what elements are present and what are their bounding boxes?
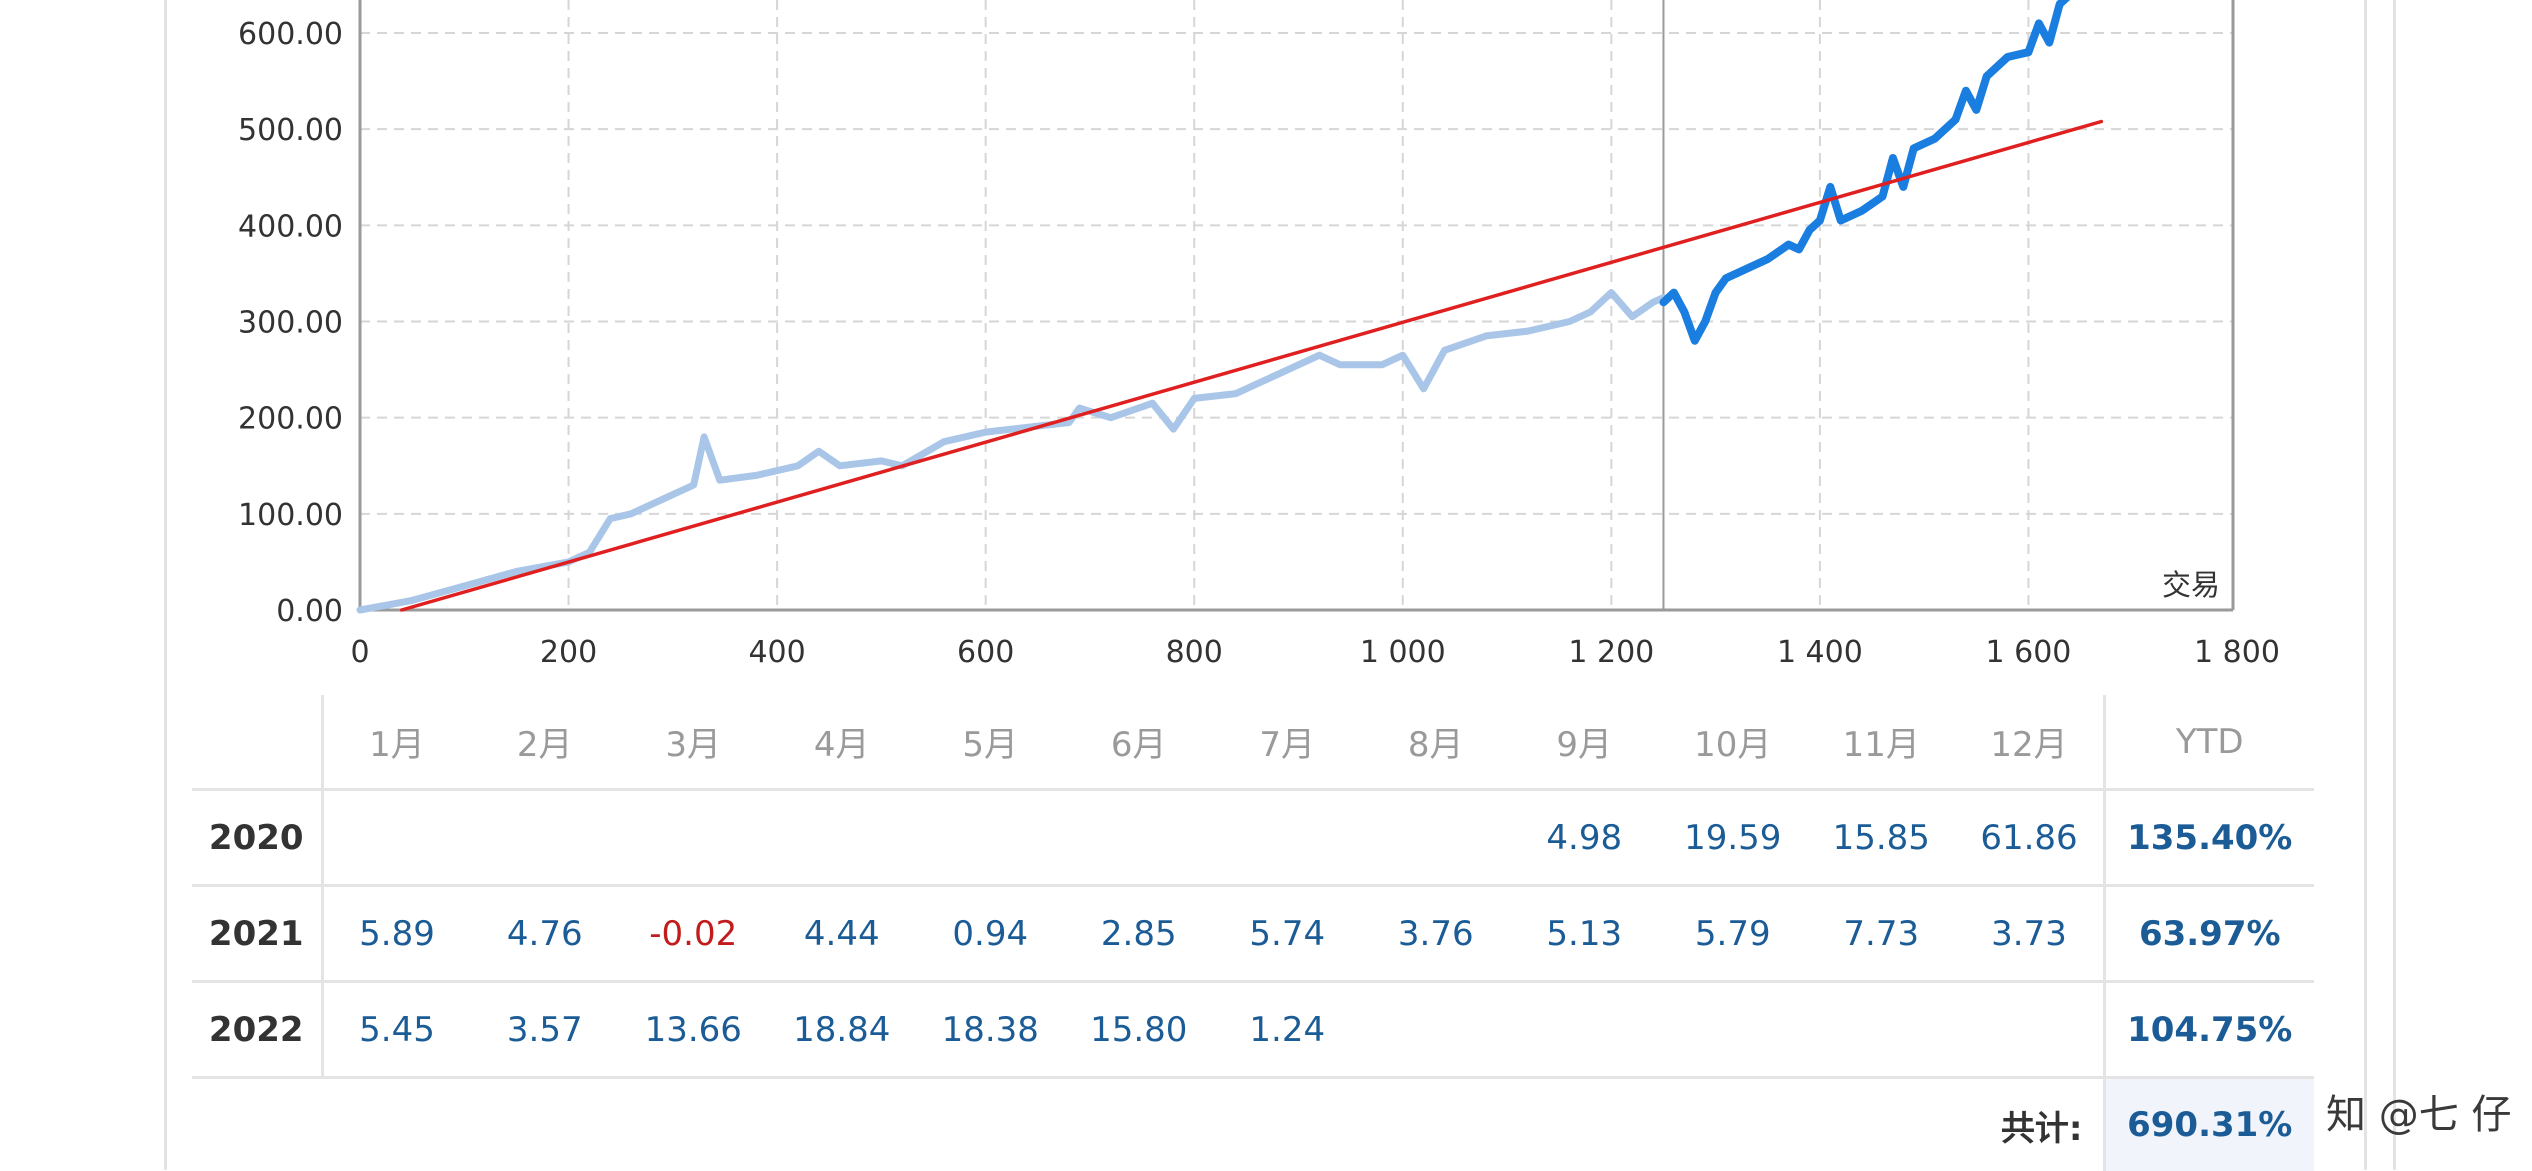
x-tick-label: 400: [748, 635, 805, 670]
trend-line: [402, 122, 2102, 611]
y-tick-label: 100.00: [238, 498, 343, 533]
month-value: [1213, 790, 1362, 886]
month-value: 0.94: [916, 886, 1065, 982]
month-value: [1065, 790, 1214, 886]
month-value: [768, 790, 917, 886]
total-row: 共计: 690.31%: [192, 1078, 2314, 1171]
month-header: 4月: [768, 695, 917, 790]
month-value: 61.86: [1956, 790, 2105, 886]
month-value: [471, 790, 620, 886]
month-value: [322, 790, 471, 886]
x-tick-label: 1 600: [1985, 635, 2071, 670]
month-value: [1659, 982, 1808, 1078]
x-tick-label: 1 400: [1777, 635, 1863, 670]
table-row-2021: 2021 5.89 4.76 -0.02 4.44 0.94 2.85 5.74…: [192, 886, 2314, 982]
row-year: 2021: [192, 886, 322, 982]
month-header: 11月: [1807, 695, 1956, 790]
month-value: 3.57: [471, 982, 620, 1078]
month-value: 19.59: [1659, 790, 1808, 886]
month-value: 4.98: [1510, 790, 1659, 886]
month-value: 1.24: [1213, 982, 1362, 1078]
row-year: 2022: [192, 982, 322, 1078]
x-tick-label: 1 200: [1568, 635, 1654, 670]
x-tick-label: 0: [350, 635, 369, 670]
month-value: 7.73: [1807, 886, 1956, 982]
ytd-value: 135.40%: [2104, 790, 2314, 886]
month-value: 5.45: [322, 982, 471, 1078]
x-tick-label: 200: [540, 635, 597, 670]
chart-grid: [360, 0, 2233, 610]
total-value: 690.31%: [2104, 1078, 2314, 1171]
month-value: 5.79: [1659, 886, 1808, 982]
month-value: 4.76: [471, 886, 620, 982]
x-axis-title: 交易: [2162, 568, 2220, 602]
month-value: 18.84: [768, 982, 917, 1078]
ytd-header: YTD: [2104, 695, 2314, 790]
y-tick-label: 600.00: [238, 17, 343, 52]
month-value: [619, 790, 768, 886]
table-row-2020: 2020 4.98 19.59 15.85 61.86 135.40%: [192, 790, 2314, 886]
month-header: 8月: [1362, 695, 1511, 790]
x-tick-label: 1 000: [1360, 635, 1446, 670]
watermark: 知 @七 仔: [2326, 1082, 2511, 1140]
month-value: 15.80: [1065, 982, 1214, 1078]
month-header: 7月: [1213, 695, 1362, 790]
month-header: 10月: [1659, 695, 1808, 790]
monthly-returns-table: 1月 2月 3月 4月 5月 6月 7月 8月 9月 10月 11月 12月 Y…: [192, 695, 2314, 1171]
row-year: 2020: [192, 790, 322, 886]
chart-series: [360, 0, 2101, 610]
y-tick-label: 500.00: [238, 113, 343, 148]
x-tick-label: 1 800: [2194, 635, 2280, 670]
month-header: 2月: [471, 695, 620, 790]
y-tick-label: 300.00: [238, 306, 343, 341]
month-value: 4.44: [768, 886, 917, 982]
month-value: [1510, 982, 1659, 1078]
x-tick-label: 600: [957, 635, 1014, 670]
y-tick-label: 400.00: [238, 209, 343, 244]
month-value: 5.13: [1510, 886, 1659, 982]
month-header: 9月: [1510, 695, 1659, 790]
month-value: 18.38: [916, 982, 1065, 1078]
y-tick-label: 0.00: [276, 594, 343, 629]
growth-chart: 0 200 400 600 800 1 000 1 200 1 400 1 600 1 800 0.…: [0, 0, 2532, 690]
month-value: 3.73: [1956, 886, 2105, 982]
in-sample-series-line: [360, 293, 1664, 610]
month-value: -0.02: [619, 886, 768, 982]
ytd-value: 63.97%: [2104, 886, 2314, 982]
y-tick-label: 200.00: [238, 402, 343, 437]
month-header: 3月: [619, 695, 768, 790]
month-value: 5.89: [322, 886, 471, 982]
month-value: [1362, 982, 1511, 1078]
year-column-header: [192, 695, 322, 790]
month-header: 12月: [1956, 695, 2105, 790]
total-label: 共计:: [192, 1078, 2104, 1171]
month-value: 5.74: [1213, 886, 1362, 982]
month-value: 15.85: [1807, 790, 1956, 886]
month-header: 5月: [916, 695, 1065, 790]
month-value: [1362, 790, 1511, 886]
month-header: 6月: [1065, 695, 1214, 790]
month-header: 1月: [322, 695, 471, 790]
table-row-2022: 2022 5.45 3.57 13.66 18.84 18.38 15.80 1…: [192, 982, 2314, 1078]
ytd-value: 104.75%: [2104, 982, 2314, 1078]
month-value: 3.76: [1362, 886, 1511, 982]
out-of-sample-series-line: [1664, 0, 2071, 341]
month-value: [1807, 982, 1956, 1078]
month-value: [916, 790, 1065, 886]
table-header-row: 1月 2月 3月 4月 5月 6月 7月 8月 9月 10月 11月 12月 Y…: [192, 695, 2314, 790]
month-value: 2.85: [1065, 886, 1214, 982]
month-value: [1956, 982, 2105, 1078]
x-tick-label: 800: [1166, 635, 1223, 670]
month-value: 13.66: [619, 982, 768, 1078]
